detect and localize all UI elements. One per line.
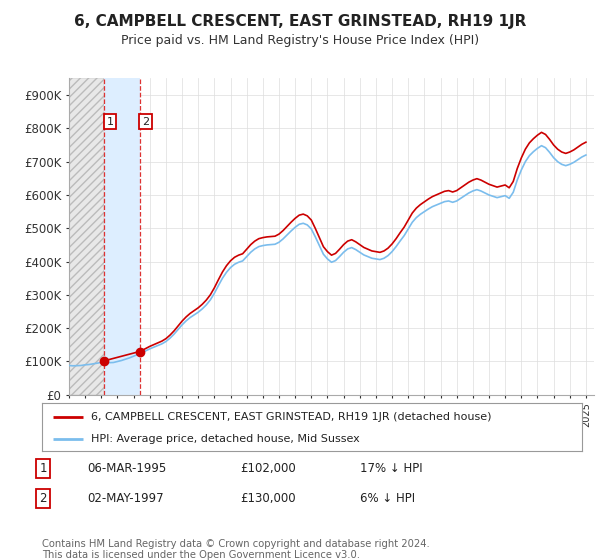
Text: £130,000: £130,000 — [240, 492, 296, 505]
Text: Price paid vs. HM Land Registry's House Price Index (HPI): Price paid vs. HM Land Registry's House … — [121, 34, 479, 46]
Text: 2: 2 — [142, 116, 149, 127]
Text: £102,000: £102,000 — [240, 462, 296, 475]
Text: 2: 2 — [40, 492, 47, 505]
Text: 1: 1 — [40, 462, 47, 475]
Text: 6, CAMPBELL CRESCENT, EAST GRINSTEAD, RH19 1JR: 6, CAMPBELL CRESCENT, EAST GRINSTEAD, RH… — [74, 14, 526, 29]
Text: 06-MAR-1995: 06-MAR-1995 — [87, 462, 166, 475]
Text: 1: 1 — [107, 116, 113, 127]
Text: 02-MAY-1997: 02-MAY-1997 — [87, 492, 164, 505]
Text: Contains HM Land Registry data © Crown copyright and database right 2024.
This d: Contains HM Land Registry data © Crown c… — [42, 539, 430, 560]
Text: 6% ↓ HPI: 6% ↓ HPI — [360, 492, 415, 505]
Text: 17% ↓ HPI: 17% ↓ HPI — [360, 462, 422, 475]
Text: HPI: Average price, detached house, Mid Sussex: HPI: Average price, detached house, Mid … — [91, 434, 359, 444]
Text: 6, CAMPBELL CRESCENT, EAST GRINSTEAD, RH19 1JR (detached house): 6, CAMPBELL CRESCENT, EAST GRINSTEAD, RH… — [91, 412, 491, 422]
